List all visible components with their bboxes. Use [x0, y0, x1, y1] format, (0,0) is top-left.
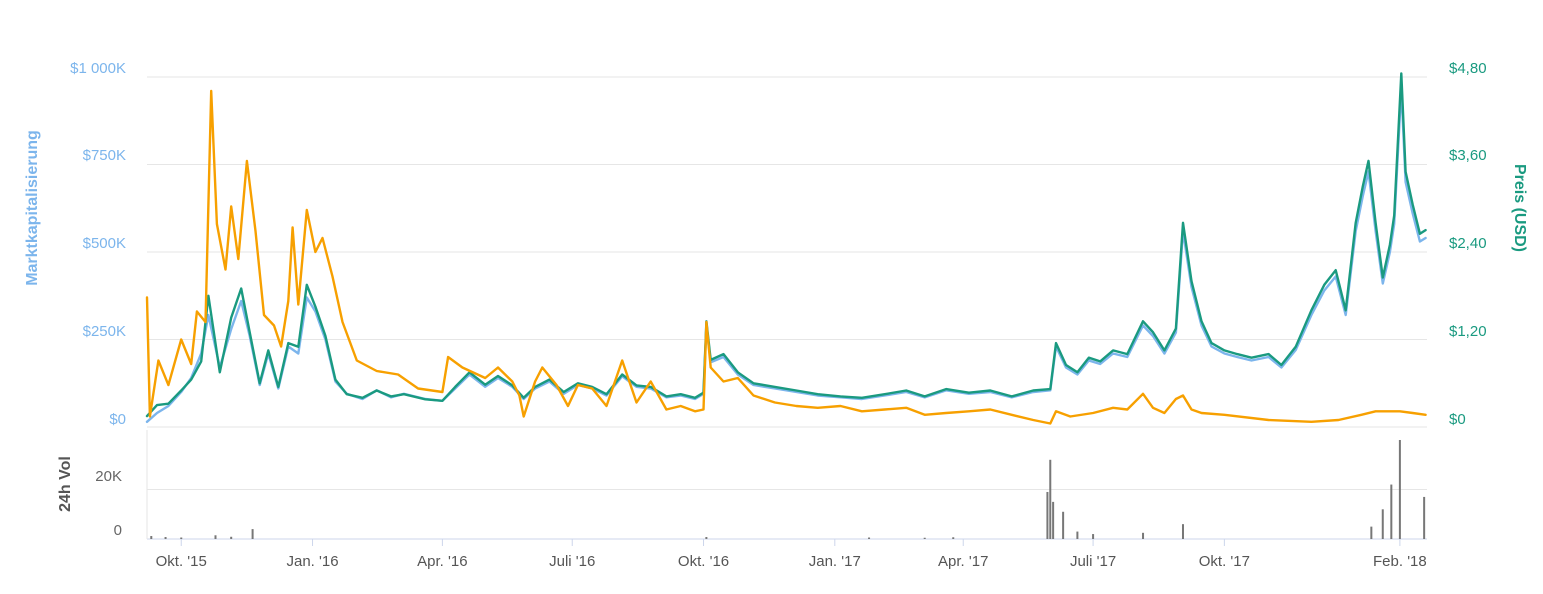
right-tick-1: $1,20: [1449, 323, 1487, 340]
volume-bar: [923, 537, 926, 539]
volume-bar: [952, 537, 955, 539]
volume-bar: [1381, 509, 1384, 539]
right-tick-4: $4,80: [1449, 60, 1487, 77]
volume-grid: [146, 430, 1427, 540]
volume-bar: [180, 537, 183, 539]
series-line-price-usd: [145, 72, 1427, 418]
x-tick-label: Juli '16: [549, 553, 595, 570]
volume-bar: [230, 536, 233, 539]
volume-bar: [1092, 534, 1095, 539]
volume-tick-1: 20K: [95, 468, 122, 485]
series-line-market-cap: [145, 86, 1427, 423]
volume-bar: [1076, 531, 1079, 539]
volume-axis-ticks: 0 20K: [95, 468, 122, 539]
x-tick-label: Okt. '16: [678, 553, 729, 570]
x-tick-label: Okt. '17: [1199, 553, 1250, 570]
x-axis-ticks: Okt. '15 Jan. '16 Apr. '16 Juli '16 Okt. '16…: [156, 539, 1427, 570]
volume-bar: [1049, 459, 1052, 539]
x-tick-label: Juli '17: [1070, 553, 1116, 570]
volume-bar: [251, 529, 254, 539]
volume-tick-0: 0: [114, 522, 122, 539]
volume-bar: [214, 535, 217, 539]
volume-bar: [1181, 524, 1184, 539]
left-tick-2: $500K: [83, 235, 126, 252]
right-tick-3: $3,60: [1449, 147, 1487, 164]
series-lines: [145, 72, 1427, 425]
x-tick-label: Feb. '18: [1373, 553, 1427, 570]
volume-bar: [164, 537, 167, 539]
left-tick-3: $750K: [83, 147, 126, 164]
x-tick-label: Jan. '16: [286, 553, 338, 570]
volume-axis-title: 24h Vol: [57, 456, 74, 512]
left-tick-0: $0: [109, 411, 126, 428]
x-tick-label: Okt. '15: [156, 553, 207, 570]
volume-bar: [705, 537, 708, 539]
volume-bar: [1046, 491, 1049, 539]
right-axis-title: Preis (USD): [1511, 164, 1528, 252]
volume-bar: [1062, 511, 1065, 539]
x-tick-label: Apr. '17: [938, 553, 988, 570]
volume-bar: [1398, 440, 1401, 539]
x-tick-label: Apr. '16: [417, 553, 467, 570]
x-tick-label: Jan. '17: [809, 553, 861, 570]
volume-bar: [1370, 526, 1373, 539]
right-axis-ticks: $0 $1,20 $2,40 $3,60 $4,80: [1449, 60, 1487, 428]
left-axis-ticks: $0 $250K $500K $750K $1 000K: [70, 60, 126, 428]
main-grid: [147, 76, 1427, 428]
volume-bar: [1052, 501, 1055, 539]
right-tick-2: $2,40: [1449, 235, 1487, 252]
left-tick-4: $1 000K: [70, 60, 126, 77]
volume-bar: [1390, 484, 1393, 539]
volume-bar: [868, 537, 871, 539]
volume-bar: [1142, 532, 1145, 539]
right-tick-0: $0: [1449, 411, 1466, 428]
volume-bars: [150, 440, 1426, 539]
volume-bar: [150, 536, 153, 539]
series-line-price-btc: [145, 89, 1427, 425]
left-tick-1: $250K: [83, 323, 126, 340]
left-axis-title: Marktkapitalisierung: [24, 130, 41, 286]
volume-bar: [1423, 496, 1426, 539]
